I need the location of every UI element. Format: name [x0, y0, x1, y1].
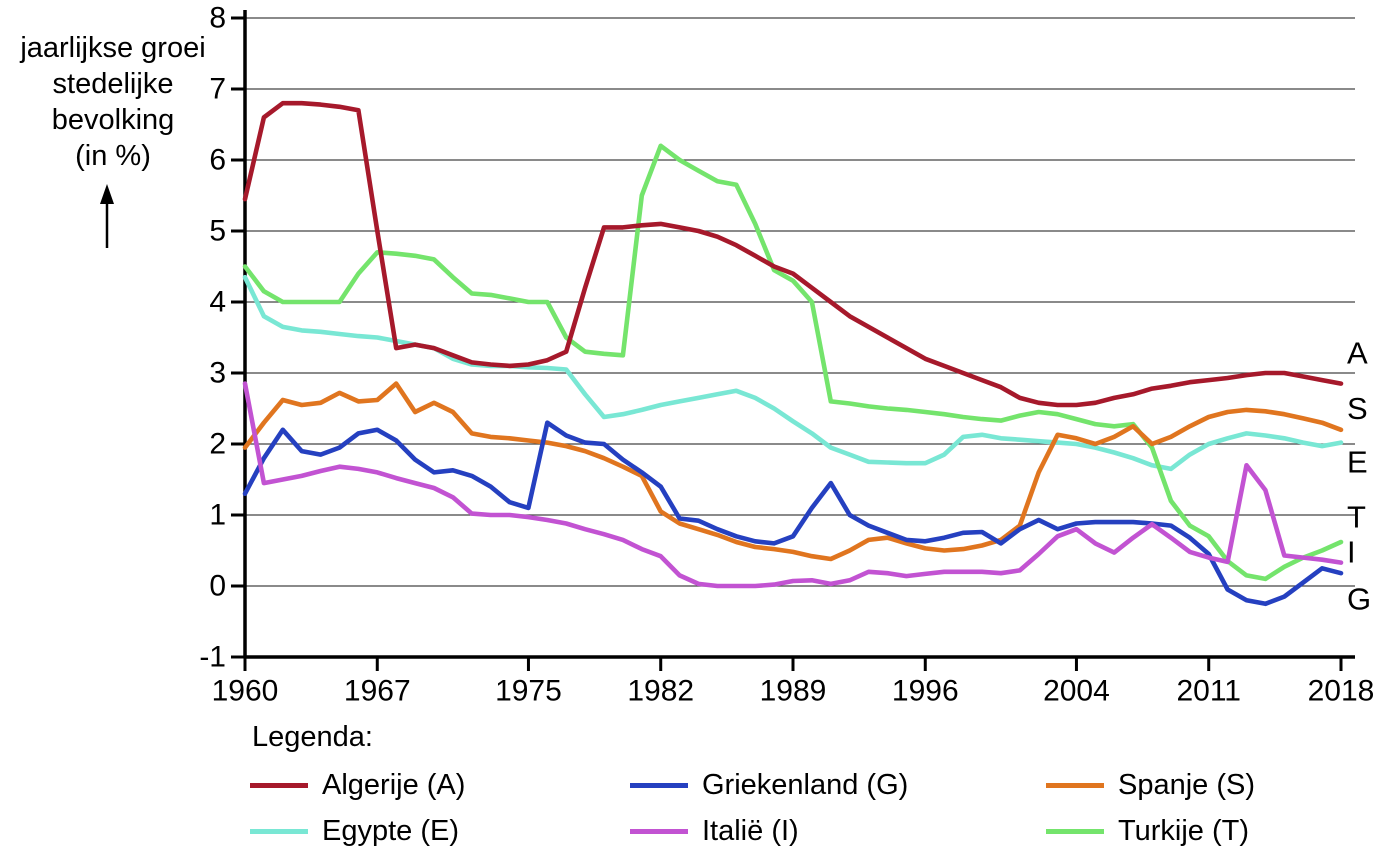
series-letter-S: S [1347, 391, 1368, 426]
y-axis-title-line: jaarlijkse groei [20, 32, 206, 64]
x-tick-label: 1996 [892, 675, 959, 708]
x-tick-label: 1975 [495, 675, 562, 708]
series-letter-G: G [1347, 581, 1371, 616]
y-tick-label: 0 [209, 570, 226, 603]
y-axis-title-line: stedelijke [52, 68, 174, 100]
series-line-spanje [242, 381, 1344, 562]
up-arrow-icon [100, 184, 114, 204]
y-tick-label: 4 [209, 286, 226, 319]
series-letter-T: T [1347, 500, 1366, 535]
x-tick-label: 1989 [760, 675, 827, 708]
x-tick-label: 2018 [1308, 675, 1375, 708]
y-axis-title: jaarlijkse groei stedelijke bevolking (i… [0, 30, 226, 174]
series-line-turkije [242, 143, 1344, 582]
x-tick-label: 1967 [344, 675, 411, 708]
y-tick-label: 5 [209, 215, 226, 248]
y-axis-title-line: (in %) [75, 140, 151, 172]
y-tick-label: 3 [209, 357, 226, 390]
series-line-italië [242, 381, 1344, 589]
series-letter-A: A [1347, 336, 1368, 371]
y-axis-title-line: bevolking [51, 104, 175, 136]
series-line-griekenland [242, 420, 1344, 607]
y-tick-label: 1 [209, 499, 226, 532]
x-tick-label: 2011 [1176, 675, 1241, 708]
y-tick-label: 6 [209, 144, 226, 177]
x-tick-label: 1960 [212, 675, 279, 708]
x-tick-label: 1982 [627, 675, 694, 708]
x-tick-label: 2004 [1043, 675, 1110, 708]
series-line-algerije [242, 100, 1344, 408]
y-tick-label: 7 [209, 73, 226, 106]
series-letter-I: I [1347, 534, 1356, 569]
series-letter-E: E [1347, 444, 1368, 479]
y-tick-label: 8 [209, 2, 226, 35]
y-tick-label: -1 [199, 641, 226, 674]
y-tick-label: 2 [209, 428, 226, 461]
